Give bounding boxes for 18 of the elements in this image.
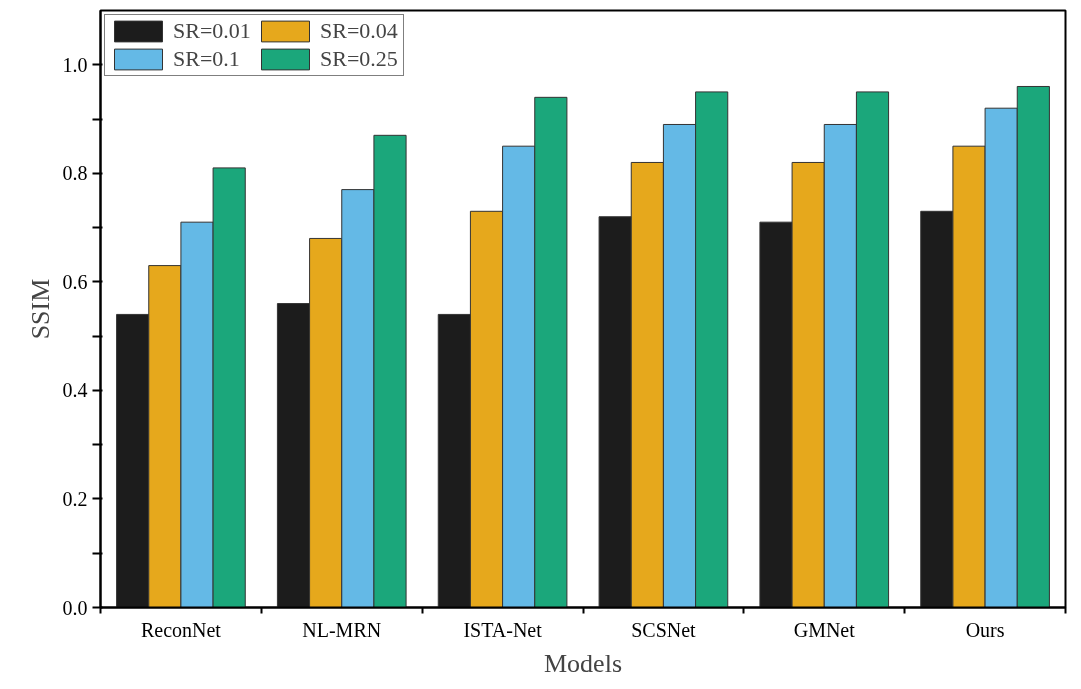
- legend-label: SR=0.01: [173, 18, 252, 44]
- legend-label: SR=0.04: [320, 18, 399, 44]
- x-tick-label: GMNet: [793, 618, 856, 641]
- y-tick-label: 0.0: [62, 596, 88, 619]
- y-tick-label: 0.2: [62, 487, 88, 510]
- y-axis-title: SSIM: [25, 278, 55, 340]
- x-tick-label: NL-MRN: [302, 618, 382, 641]
- y-tick-label: 0.8: [62, 162, 88, 185]
- y-tick-label: 0.4: [62, 379, 88, 402]
- x-tick-label: ReconNet: [140, 618, 222, 641]
- legend-label: SR=0.25: [320, 46, 399, 72]
- x-axis-title: Models: [544, 648, 622, 678]
- y-tick-label: 0.6: [62, 270, 88, 293]
- x-tick-label: ISTA-Net: [463, 618, 543, 641]
- x-tick-label: SCSNet: [631, 618, 697, 641]
- y-tick-label: 1.0: [62, 53, 88, 76]
- legend-label: SR=0.1: [173, 46, 241, 72]
- x-tick-label: Ours: [965, 618, 1005, 641]
